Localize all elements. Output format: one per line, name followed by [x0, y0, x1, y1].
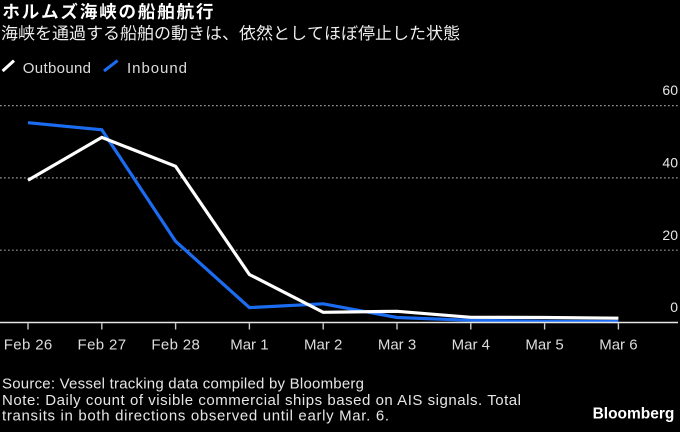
svg-text:Mar 4: Mar 4	[452, 336, 490, 353]
svg-text:Mar 3: Mar 3	[378, 336, 416, 353]
svg-text:transits in both directions ob: transits in both directions observed unt…	[2, 408, 389, 425]
svg-text:Bloomberg: Bloomberg	[593, 406, 675, 423]
svg-text:Mar 6: Mar 6	[599, 336, 637, 353]
svg-text:20: 20	[662, 227, 678, 243]
svg-text:60: 60	[662, 82, 678, 98]
svg-text:40: 40	[662, 154, 678, 170]
svg-text:Feb 26: Feb 26	[4, 336, 53, 353]
svg-text:Note: Daily count of visible c: Note: Daily count of visible commercial …	[2, 392, 521, 409]
svg-text:Source: Vessel tracking data c: Source: Vessel tracking data compiled by…	[2, 375, 364, 392]
svg-text:0: 0	[670, 299, 678, 315]
svg-text:Outbound: Outbound	[23, 60, 91, 77]
svg-text:Inbound: Inbound	[127, 60, 187, 77]
svg-text:Feb 28: Feb 28	[151, 336, 200, 353]
svg-text:Mar 5: Mar 5	[525, 336, 563, 353]
svg-text:Feb 27: Feb 27	[78, 336, 127, 353]
svg-text:Mar 2: Mar 2	[304, 336, 342, 353]
svg-text:Mar 1: Mar 1	[230, 336, 268, 353]
